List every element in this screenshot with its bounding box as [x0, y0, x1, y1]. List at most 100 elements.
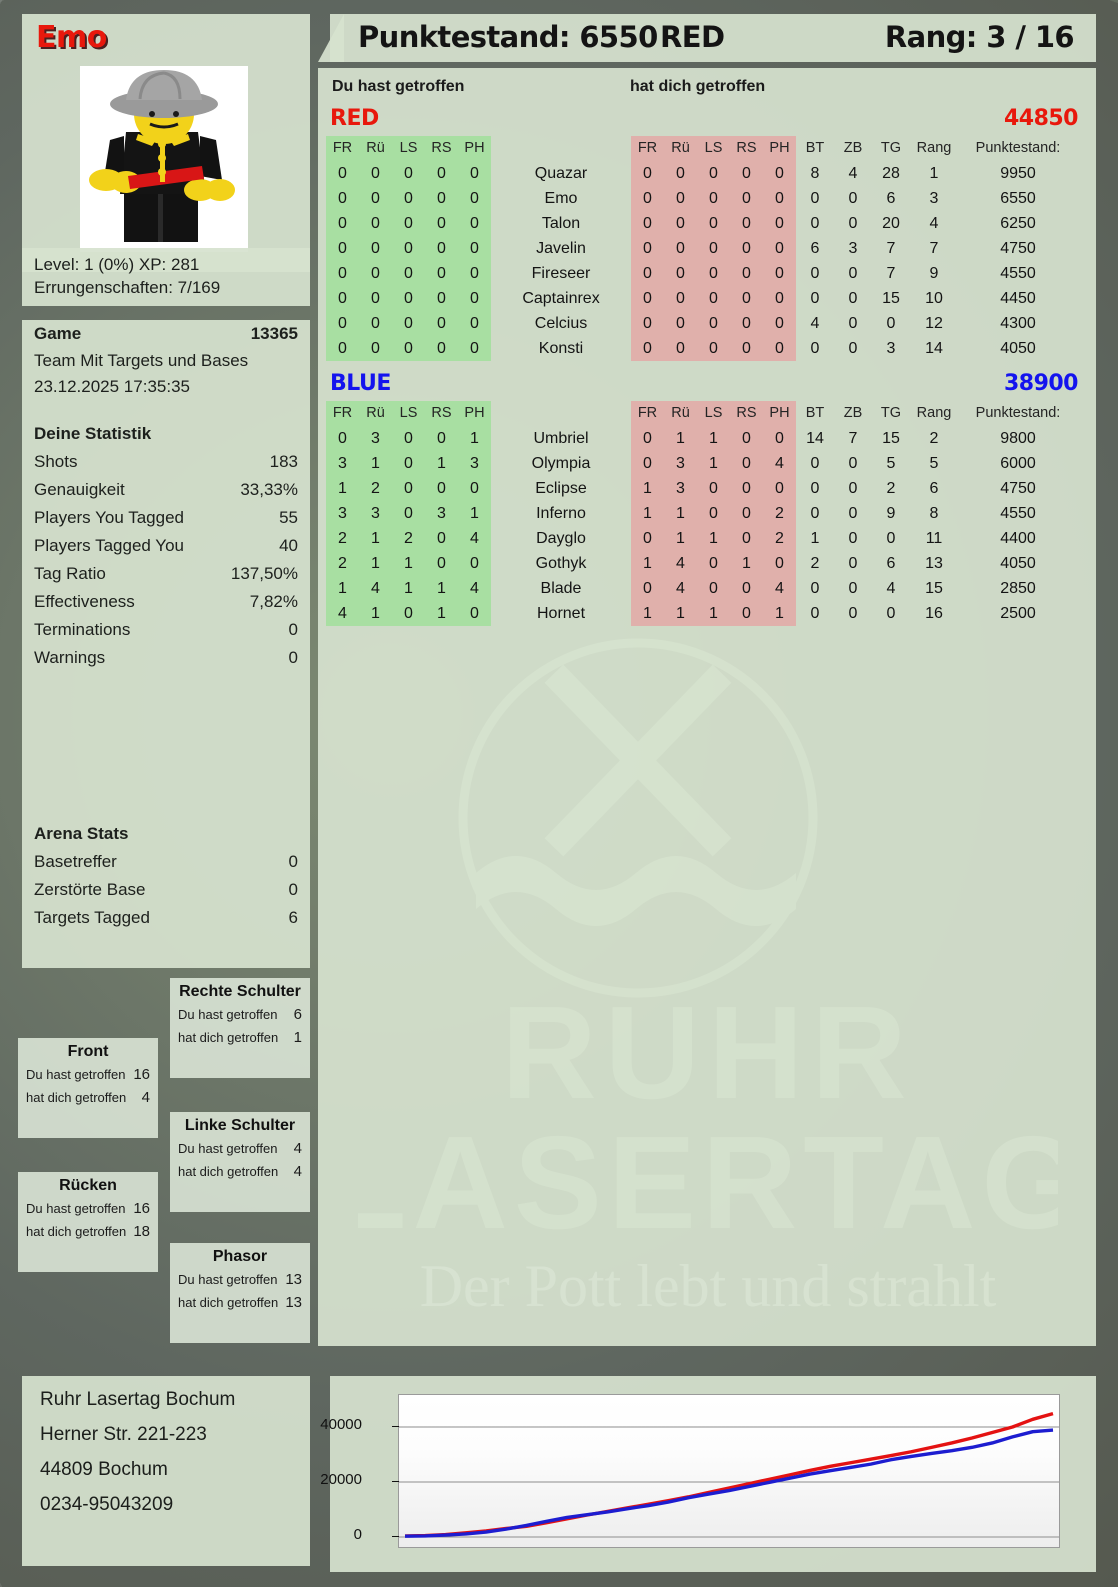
cell-you: 0: [326, 236, 359, 261]
cell-player-name[interactable]: Inferno: [536, 505, 586, 522]
cell-player-name[interactable]: Konsti: [538, 340, 584, 357]
table-row[interactable]: 0 0 0 0 0 Konsti 0 0 0 0 0 0 0 3 14 4050: [326, 336, 1078, 361]
cell-player-name[interactable]: Dayglo: [536, 530, 586, 547]
bodypart-you-hit: Du hast getroffen 16: [18, 1197, 158, 1220]
cell-you: 0: [425, 311, 458, 336]
table-row[interactable]: 1 2 0 0 0 Eclipse 1 3 0 0 0 0 0 2 6 4750: [326, 476, 1078, 501]
cell-them: 0: [730, 601, 763, 626]
game-mode: Team Mit Targets und Bases: [34, 351, 249, 370]
cell-you: 0: [458, 236, 491, 261]
bodypart-you-hit-value: 6: [293, 1006, 302, 1023]
cell-rank: 7: [929, 240, 939, 257]
cell-rank: 14: [925, 340, 943, 357]
col-them-Rü: Rü: [664, 401, 697, 426]
cell-you: 0: [326, 286, 359, 311]
chart-ytick-label: 40000: [320, 1416, 362, 1433]
cell-player-name[interactable]: Gothyk: [535, 555, 587, 572]
cell-bt: 0: [810, 605, 820, 622]
cell-player-name[interactable]: Eclipse: [535, 480, 587, 497]
cell-you: 0: [458, 336, 491, 361]
cell-them: 0: [631, 311, 664, 336]
cell-score: 2500: [1000, 605, 1036, 622]
cell-player-name[interactable]: Blade: [540, 580, 582, 597]
cell-player-name[interactable]: Javelin: [536, 240, 586, 257]
cell-them: 0: [763, 236, 796, 261]
table-row[interactable]: 0 0 0 0 0 Talon 0 0 0 0 0 0 0 20 4 6250: [326, 211, 1078, 236]
cell-you: 1: [359, 451, 392, 476]
cell-player-name[interactable]: Umbriel: [533, 430, 589, 447]
cell-you: 0: [458, 286, 491, 311]
statistics-panel: Game 13365 Team Mit Targets und Bases 23…: [22, 320, 310, 968]
cell-player-name[interactable]: Captainrex: [522, 290, 600, 307]
address-line: 44809 Bochum: [40, 1459, 168, 1480]
table-row[interactable]: 3 1 0 1 3 Olympia 0 3 1 0 4 0 0 5 5 6000: [326, 451, 1078, 476]
table-row[interactable]: 3 3 0 3 1 Inferno 1 1 0 0 2 0 0 9 8 4550: [326, 501, 1078, 526]
svg-text:RUHR: RUHR: [501, 979, 914, 1126]
player-level-card: Level: 1 (0%) XP: 281 Errungenschaften: …: [22, 248, 310, 306]
cell-you: 1: [425, 576, 458, 601]
table-row[interactable]: 0 3 0 0 1 Umbriel 0 1 1 0 0 14 7 15 2 9800: [326, 426, 1078, 451]
cell-you: 0: [425, 236, 458, 261]
bodypart-you-hit-label: Du hast getroffen: [178, 1272, 278, 1287]
cell-you: 0: [392, 311, 425, 336]
score-header: Punktestand: 6550 RED Rang: 3 / 16: [330, 14, 1096, 62]
cell-them: 2: [763, 501, 796, 526]
cell-you: 1: [425, 451, 458, 476]
table-row[interactable]: 1 4 1 1 4 Blade 0 4 0 0 4 0 0 4 15 2850: [326, 576, 1078, 601]
stat-row: Effectiveness 7,82%: [22, 588, 310, 616]
cell-player-name[interactable]: Fireseer: [531, 265, 591, 282]
cell-them: 1: [664, 601, 697, 626]
cell-tg: 2: [886, 480, 896, 497]
col-you-Rü: Rü: [359, 136, 392, 161]
cell-score: 9800: [1000, 430, 1036, 447]
cell-you: 4: [326, 601, 359, 626]
cell-zb: 0: [848, 215, 858, 232]
cell-rank: 9: [929, 265, 939, 282]
cell-rank: 6: [929, 480, 939, 497]
table-row[interactable]: 0 0 0 0 0 Javelin 0 0 0 0 0 6 3 7 7 4750: [326, 236, 1078, 261]
table-row[interactable]: 2 1 1 0 0 Gothyk 1 4 0 1 0 2 0 6 13 4050: [326, 551, 1078, 576]
cell-bt: 0: [810, 265, 820, 282]
column-group-hit-you: hat dich getroffen: [630, 78, 766, 95]
bodypart-title: Front: [67, 1043, 109, 1060]
cell-player-name[interactable]: Hornet: [536, 605, 586, 622]
cell-you: 3: [326, 451, 359, 476]
cell-you: 0: [392, 601, 425, 626]
table-row[interactable]: 0 0 0 0 0 Celcius 0 0 0 0 0 4 0 0 12 4300: [326, 311, 1078, 336]
cell-them: 0: [697, 576, 730, 601]
chart-lines: [399, 1412, 1059, 1538]
stat-value: 0: [288, 620, 298, 639]
cell-player-name[interactable]: Talon: [541, 215, 581, 232]
table-row[interactable]: 4 1 0 1 0 Hornet 1 1 1 0 1 0 0 0 16 2500: [326, 601, 1078, 626]
col-ZB: ZB: [843, 140, 863, 156]
chart-series-blue: [404, 1428, 1054, 1538]
cell-player-name[interactable]: Emo: [544, 190, 578, 207]
cell-them: 0: [631, 286, 664, 311]
stat-value: 7,82%: [249, 592, 298, 611]
cell-player-name[interactable]: Quazar: [534, 165, 588, 182]
venue-address: Ruhr Lasertag Bochum Herner Str. 221-223 4…: [22, 1376, 310, 1566]
bodypart-hit-you: hat dich getroffen 1: [170, 1026, 310, 1049]
cell-zb: 0: [848, 340, 858, 357]
bodypart-box-phasor: Phasor Du hast getroffen 13 hat dich getrof…: [170, 1243, 310, 1343]
cell-you: 0: [458, 551, 491, 576]
cell-them: 0: [697, 211, 730, 236]
cell-player-name[interactable]: Olympia: [531, 455, 591, 472]
cell-you: 0: [359, 311, 392, 336]
table-row[interactable]: 0 0 0 0 0 Quazar 0 0 0 0 0 8 4 28 1 9950: [326, 161, 1078, 186]
bodypart-hit-you-value: 1: [293, 1029, 302, 1046]
cell-them: 0: [763, 476, 796, 501]
svg-text:Der Pott lebt und strahlt: Der Pott lebt und strahlt: [420, 1253, 997, 1319]
table-row[interactable]: 2 1 2 0 4 Dayglo 0 1 1 0 2 1 0 0 11 4400: [326, 526, 1078, 551]
table-row[interactable]: 0 0 0 0 0 Emo 0 0 0 0 0 0 0 6 3 6550: [326, 186, 1078, 211]
cell-you: 0: [326, 336, 359, 361]
your-stats-title: Deine Statistik: [22, 420, 310, 448]
cell-score: 6250: [1000, 215, 1036, 232]
cell-you: 0: [425, 286, 458, 311]
table-row[interactable]: 0 0 0 0 0 Fireseer 0 0 0 0 0 0 0 7 9 4550: [326, 261, 1078, 286]
cell-player-name[interactable]: Celcius: [534, 315, 588, 332]
cell-zb: 0: [848, 580, 858, 597]
cell-them: 0: [631, 186, 664, 211]
table-row[interactable]: 0 0 0 0 0 Captainrex 0 0 0 0 0 0 0 15 10 4450: [326, 286, 1078, 311]
cell-score: 4550: [1000, 505, 1036, 522]
